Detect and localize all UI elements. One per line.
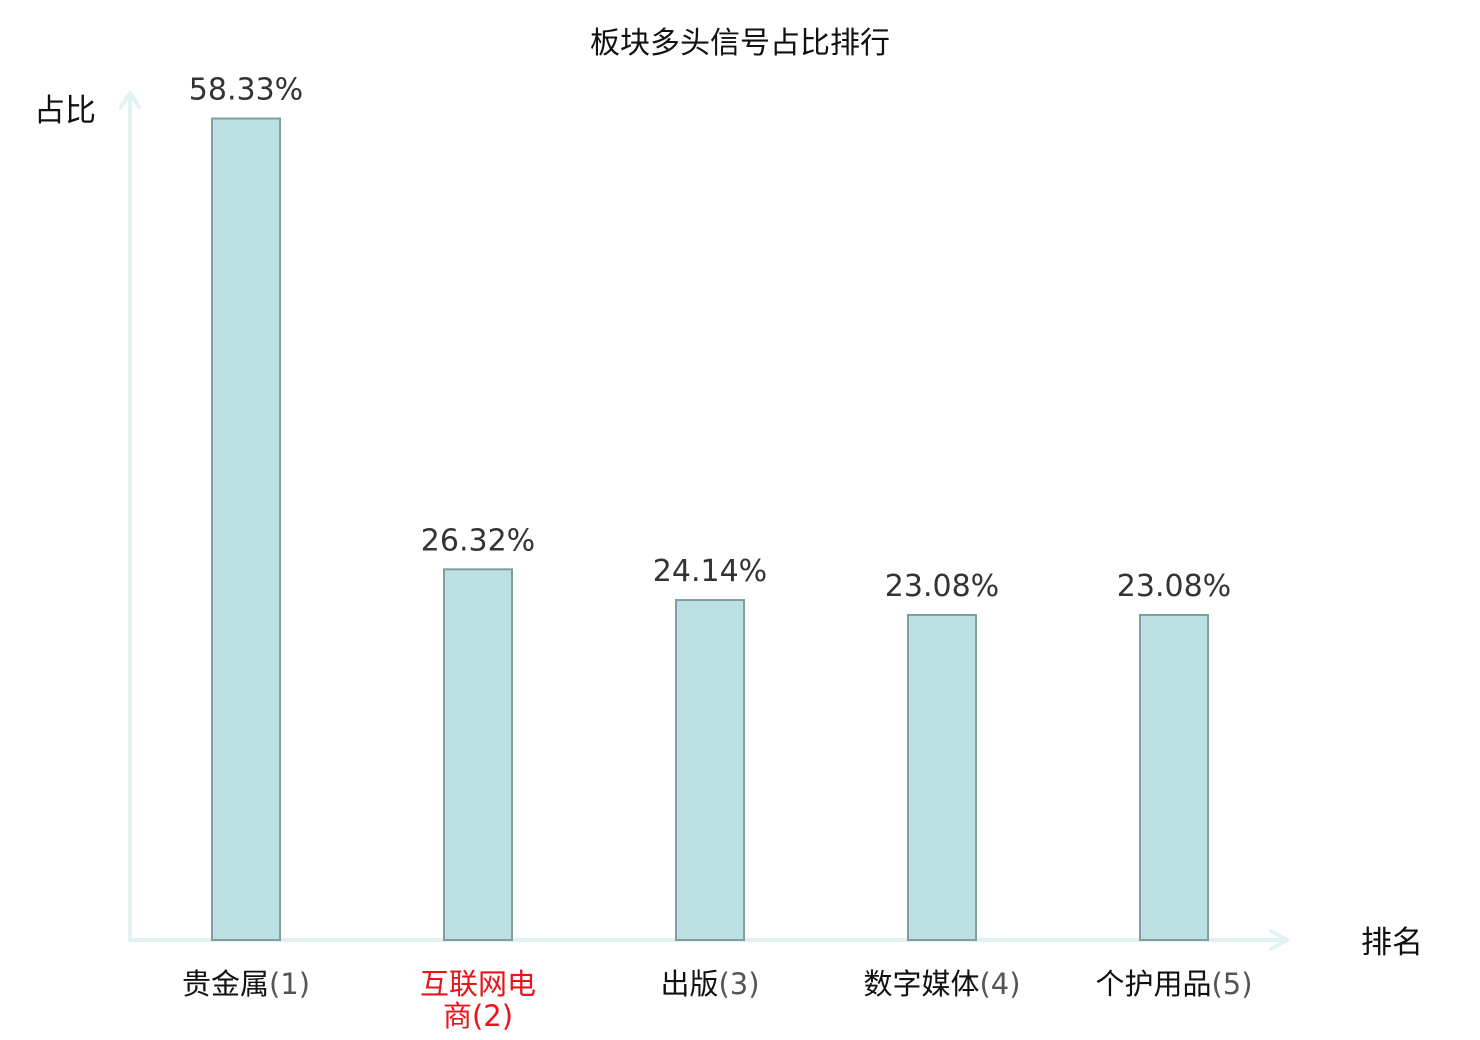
x-axis-arrow (1269, 929, 1289, 951)
bar-group (211, 117, 1209, 941)
bar-4 (907, 613, 977, 941)
category-label-4: 数字媒体(4) (863, 967, 1020, 1001)
bar-3 (675, 599, 745, 941)
category-label-group: 贵金属(1) 互联网电商(2) 出版(3) 数字媒体(4) 个护用品(5) (182, 967, 1253, 1033)
y-axis-label: 占比 (34, 93, 96, 129)
bar-5 (1139, 613, 1209, 941)
x-axis-label: 排名 (1361, 925, 1423, 961)
category-label-1: 贵金属(1) (182, 967, 310, 1001)
bar-1 (211, 117, 281, 941)
value-label-3: 24.14% (653, 554, 767, 589)
bar-2 (443, 568, 513, 941)
category-label-2: 互联网电商(2) (420, 967, 536, 1033)
y-axis-arrow (119, 91, 141, 109)
value-label-1: 58.33% (189, 73, 303, 108)
value-label-5: 23.08% (1117, 569, 1231, 604)
value-label-2: 26.32% (421, 523, 535, 558)
value-label-group: 58.33% 26.32% 24.14% 23.08% 23.08% (189, 73, 1231, 604)
chart-title: 板块多头信号占比排行 (590, 26, 890, 61)
value-label-4: 23.08% (885, 569, 999, 604)
category-label-5: 个护用品(5) (1095, 967, 1252, 1001)
category-label-3: 出版(3) (660, 967, 759, 1001)
